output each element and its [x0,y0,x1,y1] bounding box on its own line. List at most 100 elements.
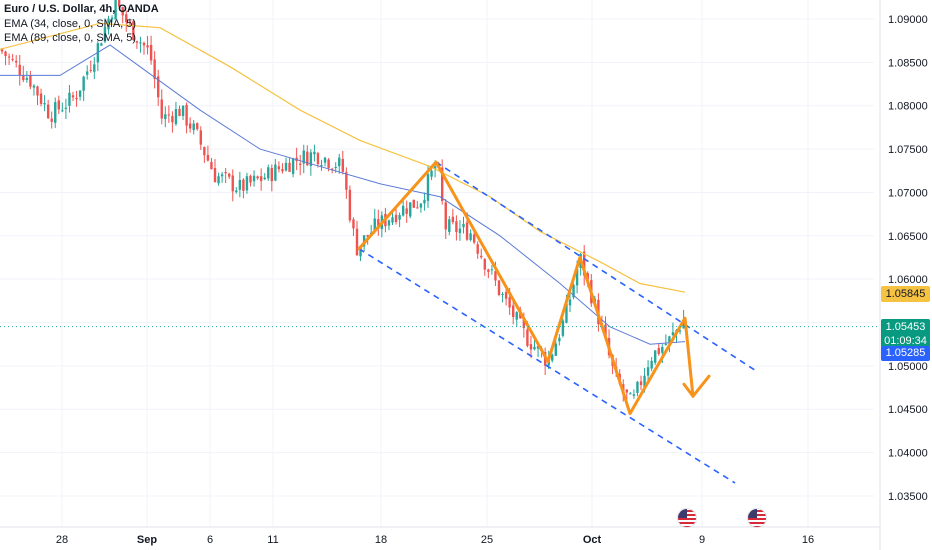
candle-body [387,220,391,226]
candle-body [604,324,607,337]
candle-body [678,330,682,332]
candle-body [103,27,107,42]
candle-body [86,71,89,75]
candle-body [245,176,249,191]
candle-body [11,59,14,61]
us-flag-icon[interactable] [747,508,767,528]
candle-body [220,174,224,177]
candle-body [494,271,497,281]
candle-body [185,104,188,126]
candle-body [132,21,135,41]
candle-body [646,367,650,376]
candle-body [309,152,313,166]
candle-body [306,151,309,166]
x-tick-label: 9 [699,534,705,546]
candle-body [64,107,68,109]
y-tick-label: 1.03500 [888,491,928,503]
ema34-value: 1.05285 [885,347,926,359]
candle-body [291,158,295,174]
candle-body [242,179,245,191]
candle-body [654,350,657,363]
candle-body [526,329,529,346]
last-price-badge: 1.05453 01:09:34 [881,319,930,348]
ema34-series [0,44,686,345]
candle-body [583,251,586,276]
candle-body [22,75,25,81]
candle-body [472,234,476,243]
symbol-title[interactable]: Euro / U.S. Dollar, 4h, OANDA [4,3,159,15]
candle-body [4,51,7,57]
candle-body [157,76,160,98]
candle-body [125,14,128,23]
candle-body [341,158,344,172]
candle-body [110,17,114,20]
candle-body [203,147,206,156]
ema34-legend[interactable]: EMA (34, close, 0, SMA, 5) [4,17,137,30]
candle-body [15,60,18,63]
candle-body [661,347,664,353]
candle-body [632,394,636,396]
candle-body [277,166,281,170]
chart-grid [0,0,874,527]
candle-body [355,228,359,256]
candle-body [32,85,36,88]
candle-body [625,389,628,393]
candle-body [39,93,43,104]
candle-body [61,110,64,112]
candle-body [568,299,572,306]
candle-body [515,312,518,320]
x-tick-label: 6 [207,534,213,546]
candle-body [231,175,234,192]
candle-body [352,219,355,229]
candle-body [54,102,57,123]
candle-body [89,69,92,71]
candle-body [430,170,433,177]
candle-body [121,6,124,16]
candle-body [323,157,327,163]
candle-body [100,43,103,46]
candle-body [501,293,504,295]
candle-body [536,345,540,349]
candle-body [373,218,376,232]
candle-body [206,154,210,161]
candle-body [281,169,284,172]
candle-body [416,207,419,209]
candle-body [46,104,50,119]
us-flag-icon[interactable] [677,508,697,528]
y-tick-label: 1.04000 [888,448,928,460]
y-tick-label: 1.06500 [888,231,928,243]
candle-body [228,173,231,177]
candle-body [554,343,557,356]
candle-body [18,64,21,76]
x-tick-label: 18 [375,534,387,546]
candle-body [643,375,646,388]
candle-body [288,162,291,172]
ema89-legend[interactable]: EMA (89, close, 0, SMA, 5) [4,32,137,44]
candle-body [210,161,213,170]
candle-body [149,44,153,61]
candle-body [25,78,29,80]
candle-body [181,105,185,116]
zigzag-projection [357,160,695,416]
candle-body [93,64,96,72]
candle-body [192,123,195,131]
candle-body [586,273,589,280]
ema34-line [0,44,686,345]
ema89-value: 1.05845 [885,288,926,300]
candle-body [366,235,369,237]
candle-body [476,244,479,254]
candle-body [235,190,238,193]
candle-body [334,166,337,168]
candle-body [497,280,501,295]
candle-body [490,269,494,271]
candle-body [224,172,227,174]
candle-body [36,86,39,96]
candle-body [405,208,408,214]
candle-body [345,172,348,190]
candle-body [487,269,490,272]
candle-body [7,56,11,58]
y-tick-label: 1.07000 [888,187,928,199]
y-tick-label: 1.08000 [888,101,928,113]
candle-body [57,100,60,110]
